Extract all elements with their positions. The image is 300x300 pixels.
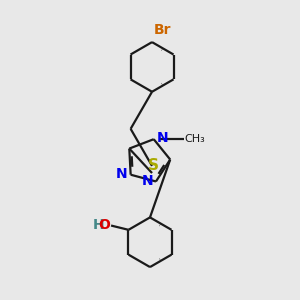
Text: N: N	[157, 131, 168, 145]
Text: H: H	[92, 218, 104, 232]
Text: N: N	[141, 175, 153, 188]
Text: CH₃: CH₃	[185, 134, 206, 144]
Text: Br: Br	[154, 23, 172, 37]
Text: O: O	[99, 218, 111, 232]
Text: N: N	[116, 167, 128, 181]
Text: S: S	[148, 158, 159, 173]
